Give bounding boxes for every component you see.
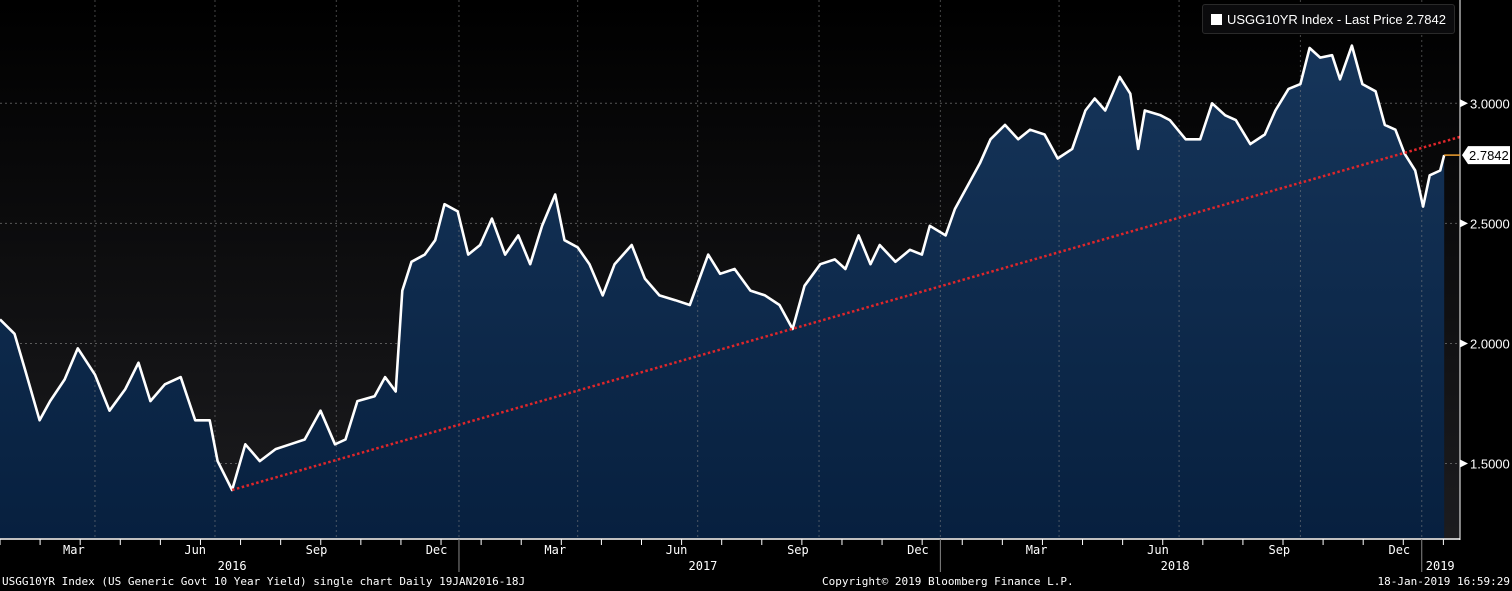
y-tick-marker: [1460, 99, 1468, 108]
footer-description: USGG10YR Index (US Generic Govt 10 Year …: [2, 575, 526, 588]
month-label: Dec: [426, 543, 448, 557]
month-label: Dec: [907, 543, 929, 557]
month-label: Jun: [1147, 543, 1169, 557]
y-tick-label: 2.0000: [1470, 336, 1510, 351]
month-label: Mar: [1026, 543, 1048, 557]
y-tick-label: 3.0000: [1470, 96, 1510, 111]
month-label: Dec: [1388, 543, 1410, 557]
month-label: Sep: [306, 543, 328, 557]
y-tick-marker: [1460, 339, 1468, 348]
month-label: Sep: [787, 543, 809, 557]
footer-copyright: Copyright© 2019 Bloomberg Finance L.P.: [822, 575, 1074, 588]
legend: USGG10YR Index - Last Price 2.7842: [1202, 4, 1455, 34]
legend-swatch: [1211, 13, 1222, 25]
footer-timestamp: 18-Jan-2019 16:59:29: [1377, 575, 1510, 588]
price-area: [0, 45, 1445, 538]
month-label: Mar: [63, 543, 85, 557]
price-line: [0, 44, 1446, 492]
year-label: 2017: [689, 559, 718, 573]
y-tick-label: 2.5000: [1470, 216, 1510, 231]
last-price-tag: [1462, 146, 1510, 165]
x-axis: Mar Jun Sep Dec Mar Jun Sep Dec Mar Jun Sep Dec 2016…: [0, 539, 1455, 573]
month-label: Jun: [666, 543, 688, 557]
month-label: Jun: [184, 543, 206, 557]
year-label: 2018: [1161, 559, 1190, 573]
year-label: 2019: [1426, 559, 1455, 573]
month-label: Mar: [544, 543, 566, 557]
last-price-label: 2.7842: [1469, 148, 1509, 163]
month-label: Sep: [1268, 543, 1290, 557]
right-axis: [1460, 0, 1512, 540]
y-tick-marker: [1460, 459, 1468, 468]
y-tick-marker: [1460, 219, 1468, 228]
year-label: 2016: [218, 559, 247, 573]
y-axis: 1.5000 2.0000 2.5000 3.0000 2.7842: [1444, 96, 1510, 472]
legend-label: USGG10YR Index - Last Price 2.7842: [1227, 11, 1446, 27]
y-tick-label: 1.5000: [1470, 457, 1510, 472]
